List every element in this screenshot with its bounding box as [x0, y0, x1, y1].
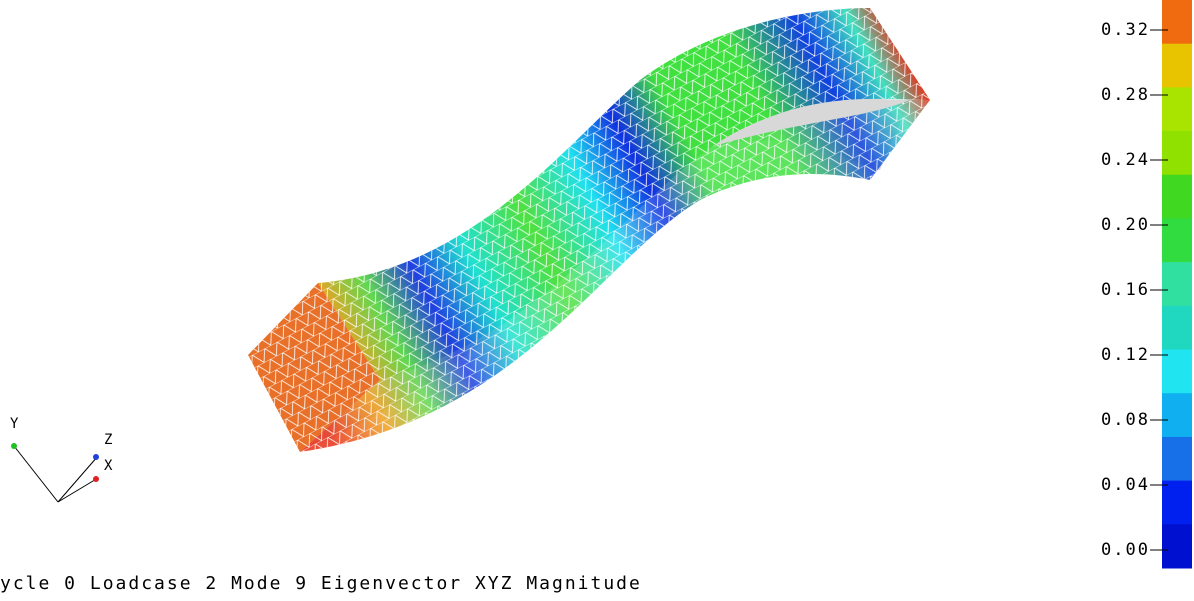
color-band: [1162, 131, 1192, 175]
color-band: [1162, 0, 1192, 44]
color-bar: 0.32 0.28 0.24 0.20 0.16 0.12 0.08 0.04 0.00: [1101, 0, 1192, 569]
triad-z-head: [93, 454, 99, 460]
tick-label: 0.28: [1101, 85, 1150, 105]
tick-label: 0.24: [1101, 150, 1150, 170]
color-band: [1162, 87, 1192, 131]
caption: ycle 0 Loadcase 2 Mode 9 Eigenvector XYZ…: [0, 573, 642, 594]
beam-model: [248, 8, 930, 452]
triad-y-head: [11, 443, 17, 449]
axis-triad: Y Z X: [10, 416, 113, 502]
color-band: [1162, 44, 1192, 88]
tick-label: 0.00: [1101, 540, 1150, 560]
triad-x-head: [93, 476, 99, 482]
color-band: [1162, 175, 1192, 219]
tick-label: 0.08: [1101, 410, 1150, 430]
tick-label: 0.20: [1101, 215, 1150, 235]
triad-y-label: Y: [10, 416, 19, 432]
triad-z-axis: [58, 456, 98, 502]
triad-x-axis: [58, 478, 98, 502]
color-band: [1162, 262, 1192, 306]
color-band: [1162, 481, 1192, 525]
tick-label: 0.04: [1101, 475, 1150, 495]
tick-label: 0.16: [1101, 280, 1150, 300]
color-band: [1162, 306, 1192, 350]
triad-y-axis: [14, 446, 58, 502]
viewport: 0.32 0.28 0.24 0.20 0.16 0.12 0.08 0.04 0.00 Y Z…: [0, 0, 1194, 601]
color-band: [1162, 524, 1192, 568]
triad-x-label: X: [104, 458, 113, 474]
color-band: [1162, 350, 1192, 394]
tick-label: 0.32: [1101, 20, 1150, 40]
triad-z-label: Z: [104, 432, 112, 448]
color-band: [1162, 437, 1192, 481]
tick-label: 0.12: [1101, 345, 1150, 365]
color-band: [1162, 393, 1192, 437]
